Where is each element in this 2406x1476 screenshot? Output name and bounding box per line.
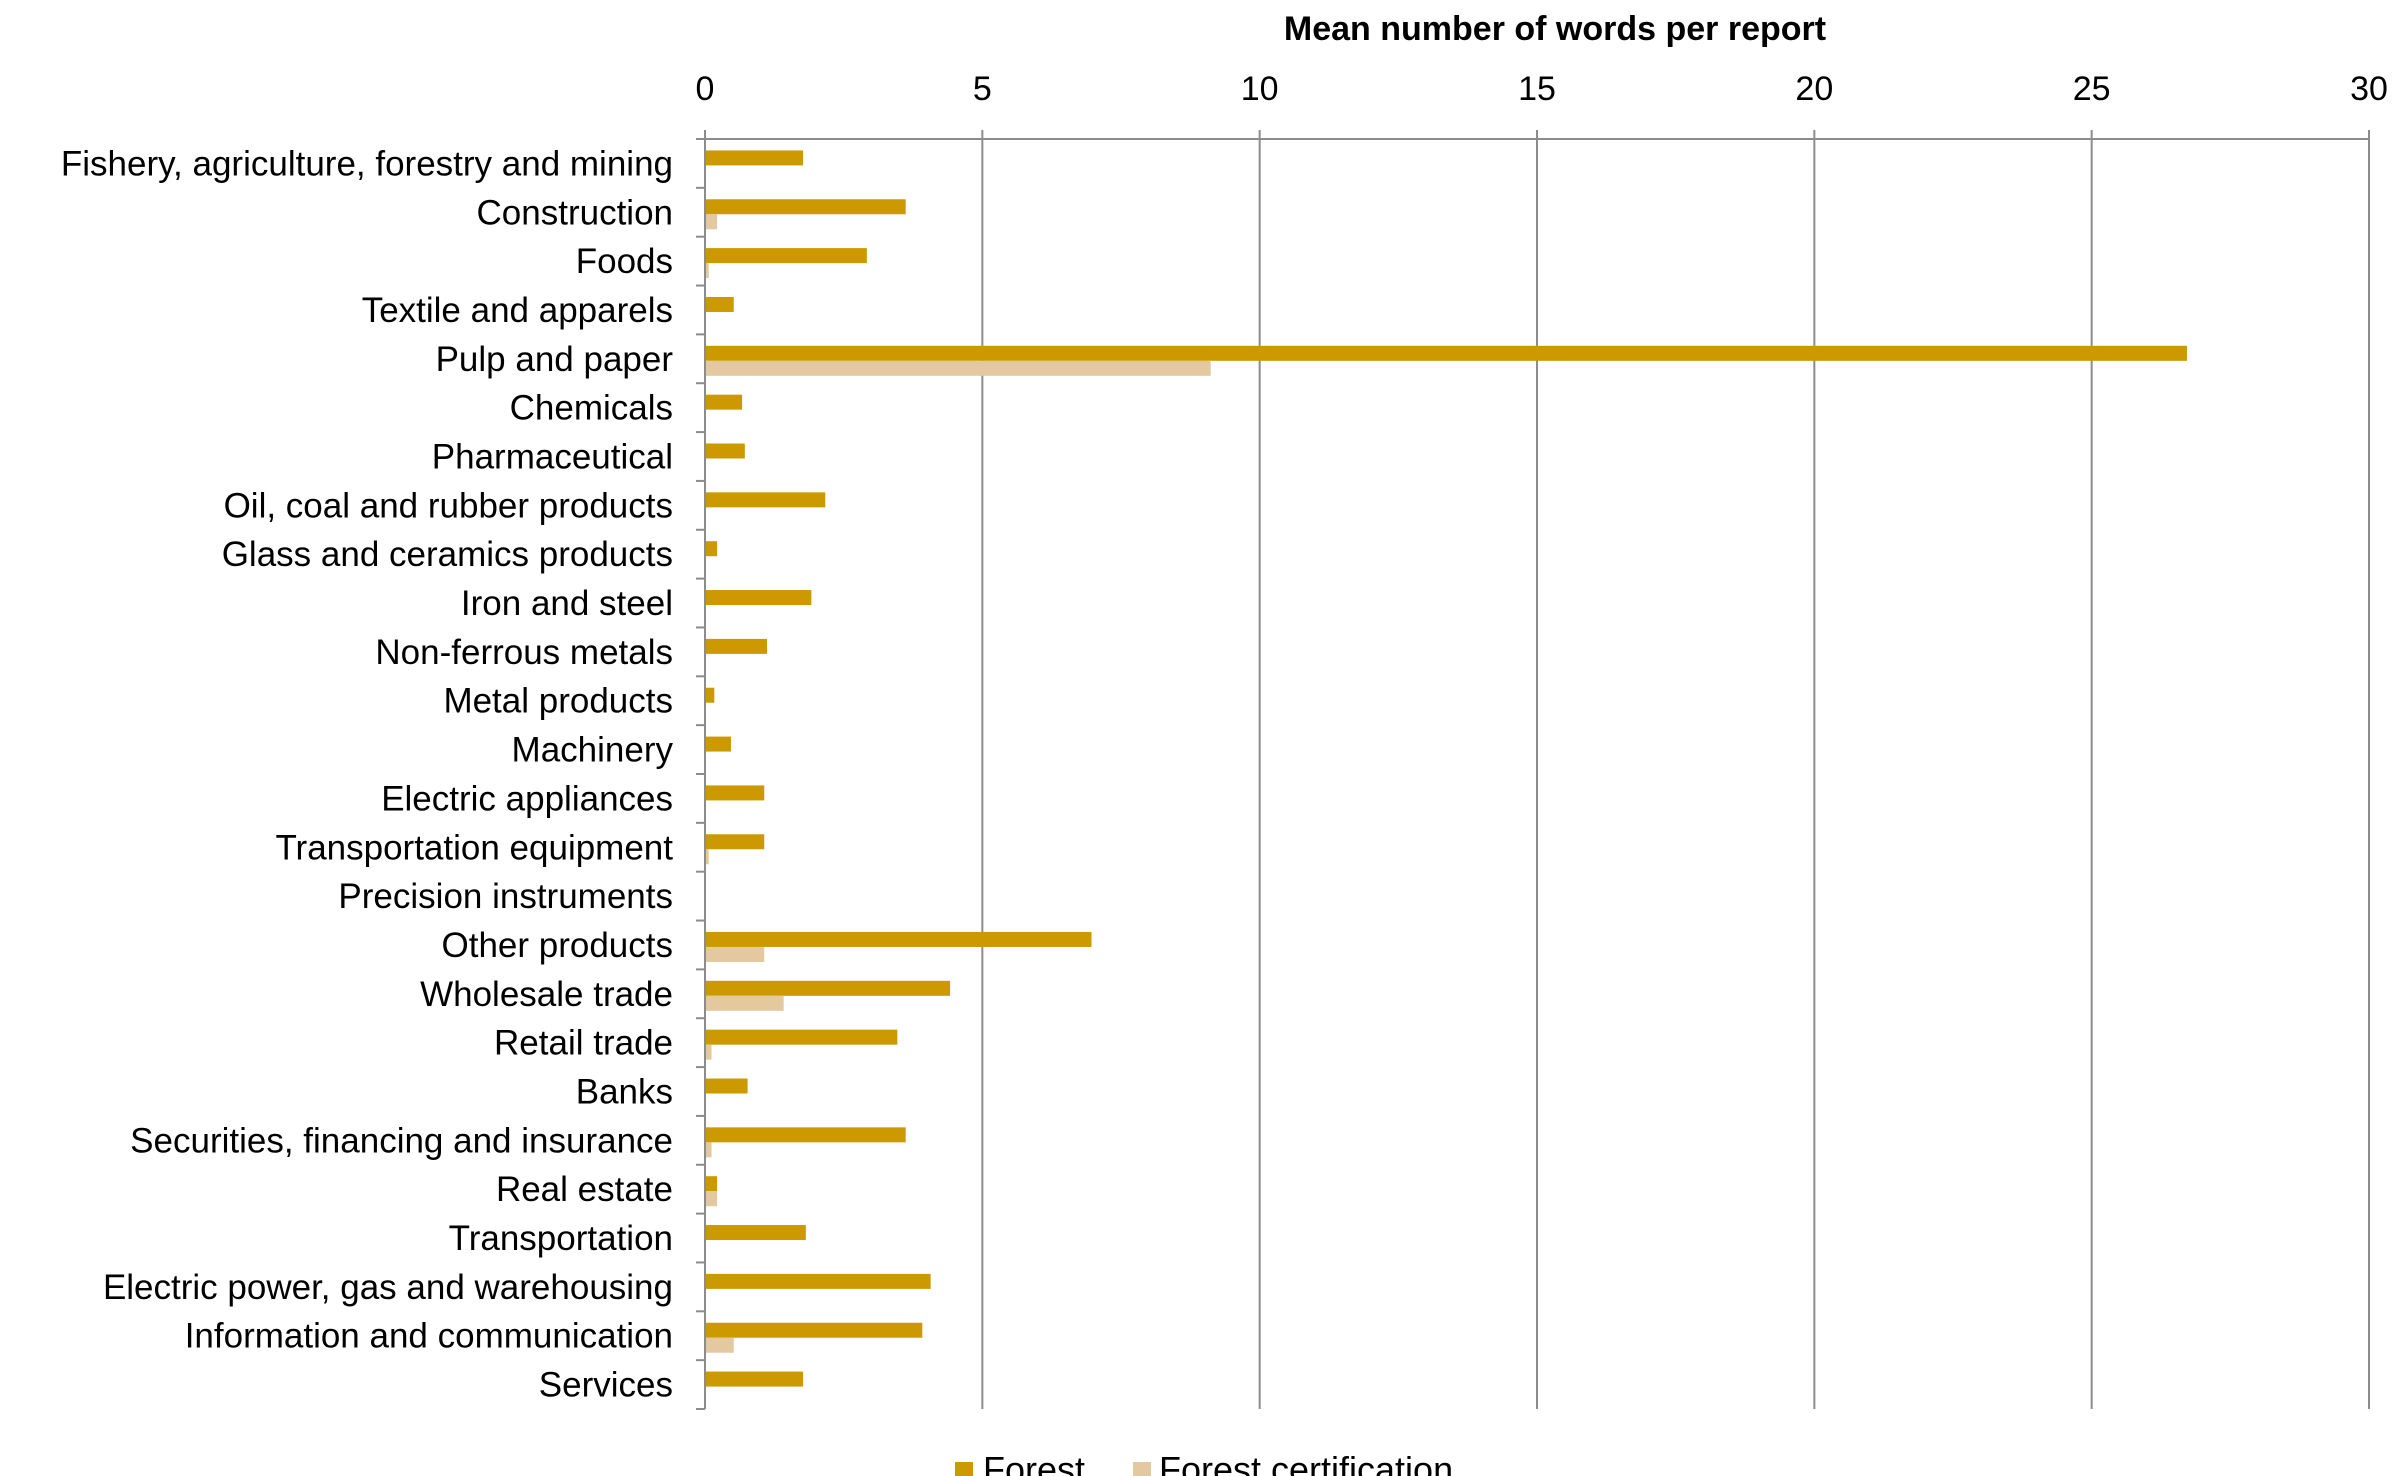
category-label: Iron and steel [461, 584, 673, 623]
category-label: Transportation equipment [275, 828, 673, 867]
bar-forest [706, 1322, 923, 1338]
bar-forest-certification [706, 946, 765, 962]
bar-forest [706, 785, 765, 801]
bar-forest [706, 1225, 806, 1241]
bar-forest [706, 980, 951, 996]
bar-forest [706, 492, 826, 508]
category-label: Fishery, agriculture, forestry and minin… [61, 144, 673, 183]
legend: Forest Forest certification [955, 1449, 1453, 1476]
gridlines [981, 139, 2370, 1409]
legend-label: Forest [983, 1449, 1085, 1476]
category-label: Textile and apparels [362, 291, 673, 330]
x-tick-label: 20 [1795, 70, 1833, 108]
x-tick-label: 5 [973, 70, 992, 108]
category-label: Retail trade [494, 1024, 673, 1063]
category-label: Electric power, gas and warehousing [103, 1268, 673, 1307]
bar-forest [706, 248, 867, 264]
category-label: Securities, financing and insurance [130, 1121, 673, 1160]
category-label: Real estate [496, 1170, 673, 1209]
bar-forest-certification [706, 1191, 718, 1207]
category-label: Transportation [449, 1219, 673, 1258]
category-label: Pulp and paper [436, 340, 674, 379]
bar-forest [706, 394, 743, 410]
category-label: Other products [442, 926, 674, 965]
x-axis-title: Mean number of words per report [1284, 10, 1826, 48]
category-label: Pharmaceutical [432, 438, 673, 477]
category-label: Services [539, 1366, 673, 1405]
bar-forest [706, 1176, 718, 1192]
bar-forest [706, 541, 718, 557]
legend-swatch [1133, 1462, 1151, 1476]
bar-forest [706, 199, 906, 215]
category-label: Wholesale trade [420, 975, 673, 1014]
bar-forest [706, 1371, 804, 1387]
bar-forest-certification [706, 263, 709, 279]
bar-forest-certification [706, 214, 718, 230]
category-label: Construction [477, 193, 673, 232]
bar-forest [706, 296, 734, 312]
bar-forest [706, 1273, 931, 1289]
bar-forest [706, 1029, 898, 1045]
x-tick-label: 25 [2073, 70, 2111, 108]
category-label: Oil, coal and rubber products [224, 486, 673, 525]
category-label: Glass and ceramics products [222, 535, 673, 574]
x-tick-label: 10 [1241, 70, 1279, 108]
bar-forest-certification [706, 849, 709, 865]
bar-forest-certification [706, 360, 1211, 376]
category-label: Foods [576, 242, 673, 281]
bar-forest [706, 150, 804, 166]
bar-forest-certification [706, 1337, 734, 1353]
bar-forest [706, 443, 745, 459]
bar-forest-certification [706, 1142, 712, 1158]
bar-forest [706, 590, 812, 606]
category-label: Non-ferrous metals [375, 633, 673, 672]
bar-forest [706, 931, 1092, 947]
category-labels: Fishery, agriculture, forestry and minin… [61, 144, 674, 1404]
category-label: Information and communication [185, 1317, 673, 1356]
bar-forest [706, 345, 2187, 361]
legend-swatch [955, 1462, 973, 1476]
legend-label: Forest certification [1159, 1449, 1453, 1476]
category-label: Precision instruments [338, 877, 673, 916]
bar-forest-certification [706, 995, 784, 1011]
bar-forest [706, 1127, 906, 1143]
bar-forest [706, 1078, 748, 1094]
bar-forest [706, 834, 765, 850]
category-label: Chemicals [510, 389, 673, 428]
bar-forest-certification [706, 1044, 712, 1060]
category-label: Banks [576, 1073, 673, 1112]
x-tick-label: 30 [2350, 70, 2388, 108]
bar-forest [706, 638, 768, 654]
category-label: Metal products [443, 682, 673, 721]
axes: Mean number of words per report 0 5 10 15 20… [696, 10, 2388, 1410]
x-tick-label: 0 [696, 70, 715, 108]
category-label: Machinery [512, 731, 674, 770]
category-label: Electric appliances [381, 779, 673, 818]
bar-forest [706, 687, 715, 703]
bars [706, 150, 2187, 1387]
x-tick-label: 15 [1518, 70, 1556, 108]
bar-forest [706, 736, 731, 752]
